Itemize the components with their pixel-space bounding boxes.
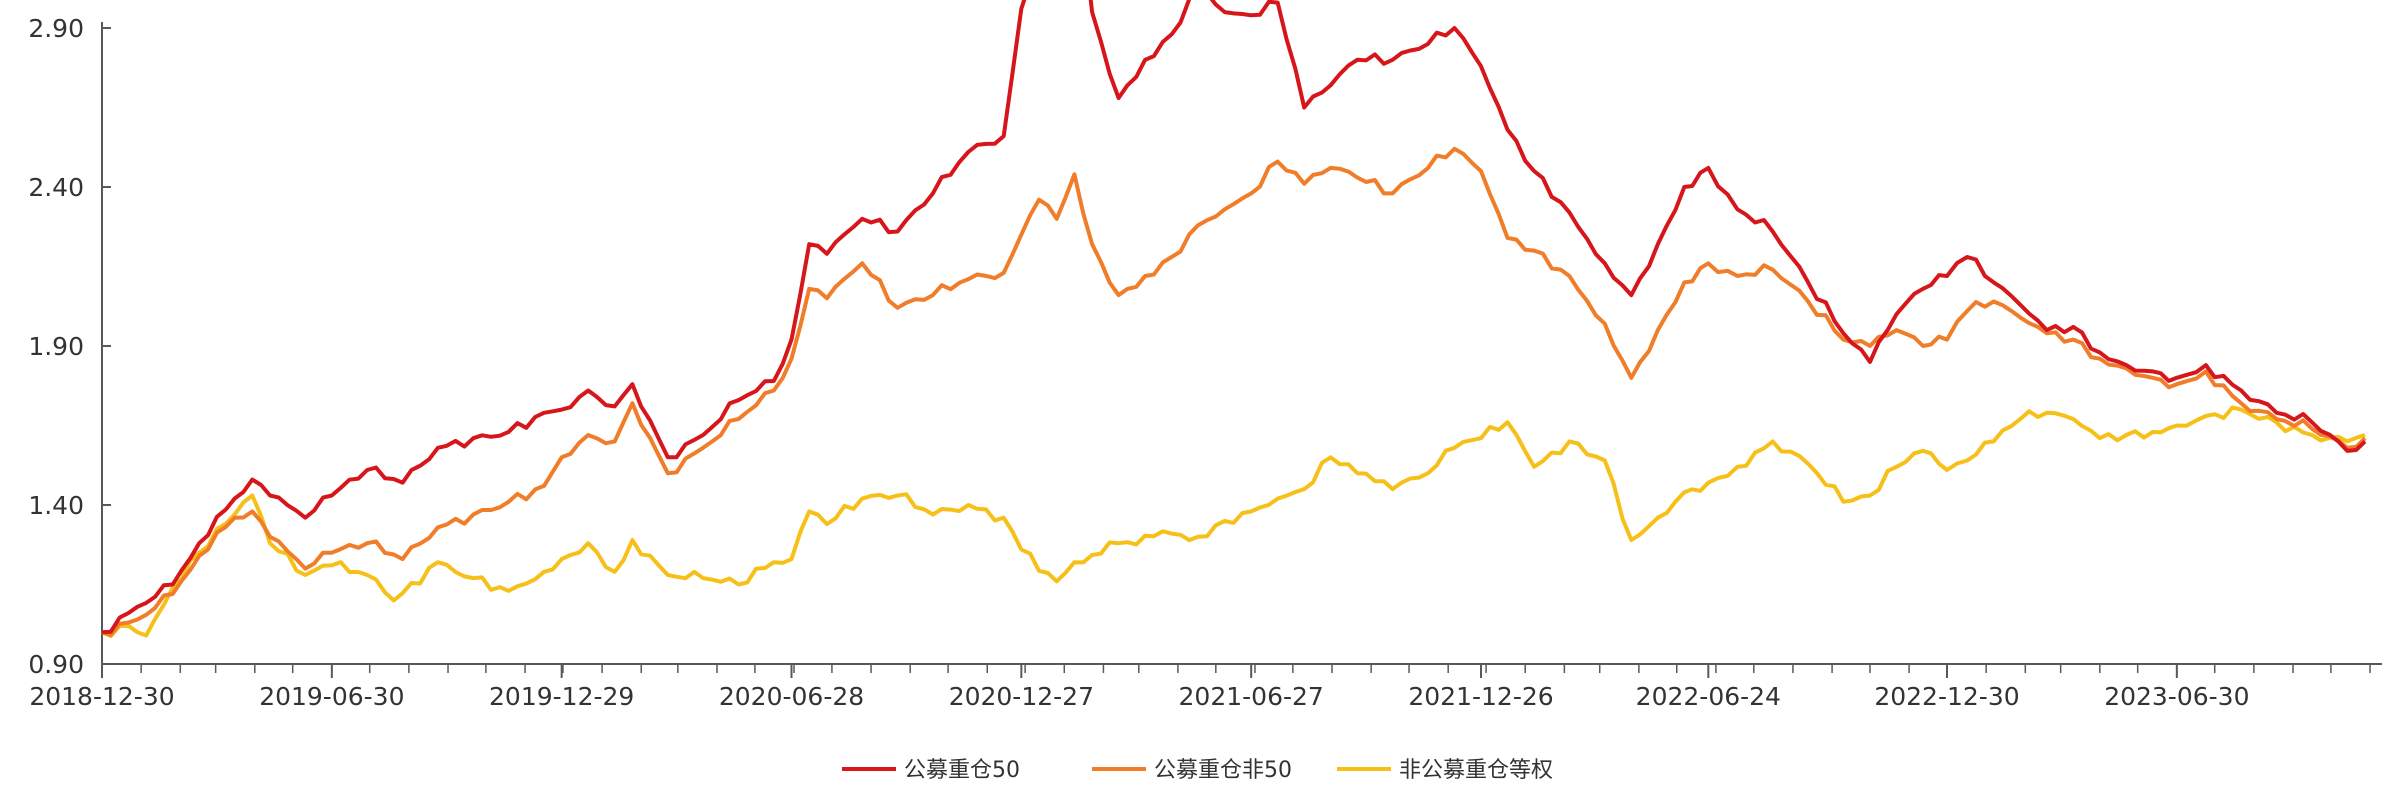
series-lines xyxy=(101,0,2367,638)
legend-label: 非公募重仓等权 xyxy=(1399,758,1553,783)
x-tick-label: 2023-06-30 xyxy=(2104,682,2249,711)
x-tick-label: 2020-12-27 xyxy=(949,682,1094,711)
x-tick-label: 2021-12-26 xyxy=(1408,682,1553,711)
y-tick-label: 2.40 xyxy=(28,173,84,202)
x-tick-label: 2018-12-30 xyxy=(29,682,174,711)
series-line xyxy=(101,146,2367,637)
series-line xyxy=(101,0,2367,635)
y-axis: 0.901.401.902.402.903.40 xyxy=(28,14,111,679)
legend-label: 公募重仓50 xyxy=(904,758,1020,783)
legend: 公募重仓50 公募重仓非50 非公募重仓等权 xyxy=(842,758,1553,783)
y-tick-label: 0.90 xyxy=(28,650,84,679)
x-tick-label: 2021-06-27 xyxy=(1179,682,1324,711)
x-tick-label: 2020-06-28 xyxy=(719,682,864,711)
x-axis: 2018-12-30 2019-06-30 2019-12-29 2020-06-28… xyxy=(29,663,2382,711)
legend-label: 公募重仓非50 xyxy=(1154,758,1292,783)
x-tick-label: 2022-06-24 xyxy=(1636,682,1781,711)
x-tick-label: 2019-12-29 xyxy=(489,682,634,711)
x-tick-label: 2019-06-30 xyxy=(259,682,404,711)
y-tick-label: 1.90 xyxy=(28,332,84,361)
y-tick-label: 1.40 xyxy=(28,491,84,520)
x-tick-label: 2022-12-30 xyxy=(1874,682,2019,711)
y-tick-label: 2.90 xyxy=(28,14,84,43)
series-line xyxy=(101,405,2366,638)
